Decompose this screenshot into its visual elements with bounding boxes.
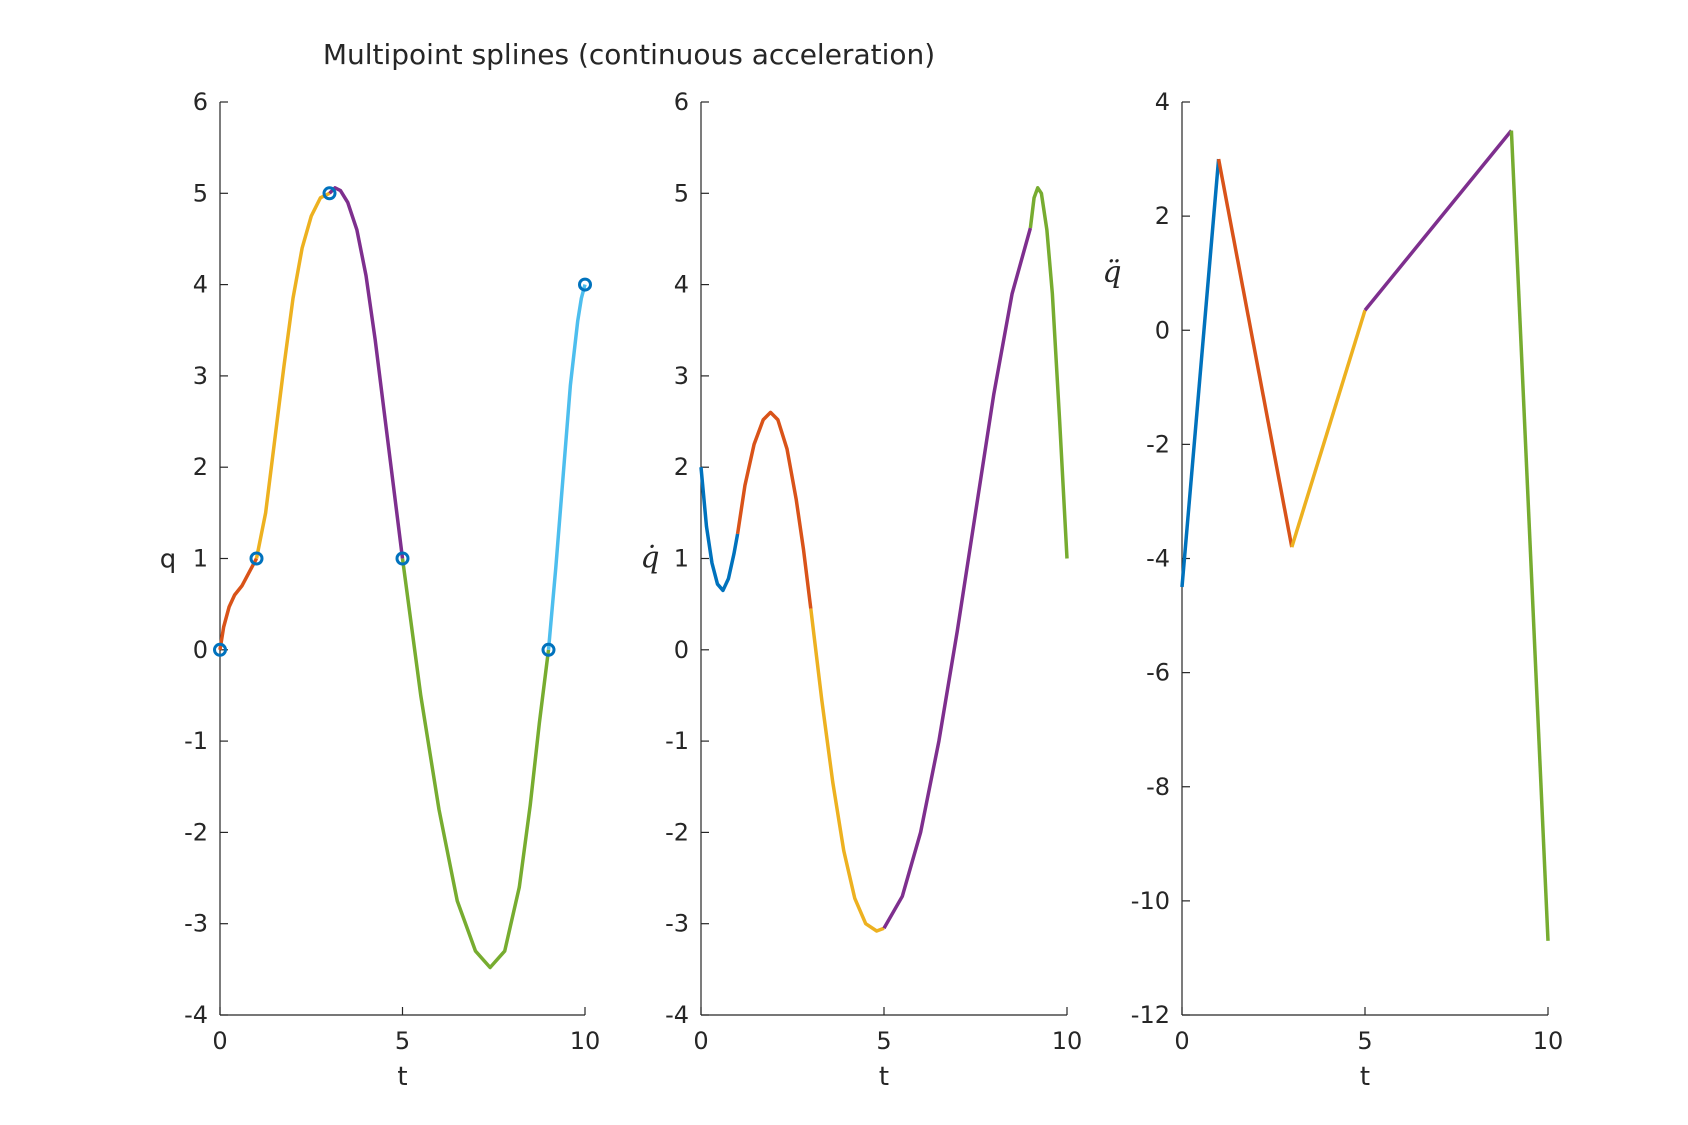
position-series-line <box>218 557 259 651</box>
subplot-acceleration: -12 -10 -8 -6 -4 -2 0 2 4 0 5 10 t q̈ <box>1102 88 1563 1092</box>
acceleration-y-tick-label: 0 <box>1155 316 1170 344</box>
velocity-x-tick-label: 10 <box>1052 1027 1083 1055</box>
velocity-x-axis-label: t <box>879 1062 889 1092</box>
velocity-series-line <box>1028 186 1069 559</box>
position-y-tick-label: 3 <box>193 362 208 390</box>
acceleration-y-tick-label: -4 <box>1146 545 1170 573</box>
subplot-velocity: -4 -3 -2 -1 0 1 2 3 4 5 6 0 5 10 t q̇ <box>640 88 1082 1092</box>
acceleration-y-tick-label: -2 <box>1146 430 1170 458</box>
position-y-tick-label: -3 <box>184 910 208 938</box>
position-series-line <box>328 186 405 559</box>
position-series-line <box>400 558 551 970</box>
velocity-series-line <box>699 467 740 593</box>
position-waypoint-marker <box>578 277 592 292</box>
position-y-tick-label: 6 <box>193 88 208 116</box>
position-y-tick-label: 4 <box>193 271 208 299</box>
position-y-tick-label: -2 <box>184 818 208 846</box>
velocity-y-tick-label: 5 <box>674 179 689 207</box>
position-x-tick-label: 10 <box>570 1027 601 1055</box>
velocity-y-tick-label: -3 <box>665 910 689 938</box>
position-x-tick-label: 5 <box>395 1027 410 1055</box>
position-series-line <box>254 191 331 559</box>
velocity-series-line <box>735 410 813 609</box>
acceleration-y-tick-label: 2 <box>1155 202 1170 230</box>
velocity-series-line <box>809 608 885 933</box>
velocity-y-tick-label: 2 <box>674 453 689 481</box>
acceleration-y-tick-label: 4 <box>1155 88 1170 116</box>
position-y-tick-label: 2 <box>193 453 208 481</box>
velocity-series-line <box>882 227 1033 930</box>
acceleration-x-tick-label: 10 <box>1533 1027 1564 1055</box>
velocity-y-tick-label: -2 <box>665 818 689 846</box>
acceleration-series-line <box>1509 130 1550 941</box>
position-waypoint-marker <box>213 642 227 657</box>
velocity-y-axis-label: q̇ <box>640 541 659 576</box>
position-y-tick-label: 5 <box>193 179 208 207</box>
velocity-y-tick-label: 6 <box>674 88 689 116</box>
position-waypoint-marker <box>249 551 264 566</box>
velocity-x-tick-label: 5 <box>876 1027 891 1055</box>
acceleration-y-tick-label: -8 <box>1146 773 1170 801</box>
acceleration-series-line <box>1290 309 1367 548</box>
position-waypoint-marker <box>541 642 556 657</box>
velocity-y-tick-label: 4 <box>674 271 689 299</box>
velocity-y-tick-label: 3 <box>674 362 689 390</box>
position-y-tick-label: 0 <box>193 636 208 664</box>
acceleration-series-line <box>1216 158 1294 548</box>
figure-title: Multipoint splines (continuous accelerat… <box>323 38 935 71</box>
position-y-axis-label: q <box>160 545 177 575</box>
acceleration-y-tick-label: -12 <box>1131 1001 1170 1029</box>
position-waypoint-marker <box>395 551 410 566</box>
position-series-line <box>546 284 587 650</box>
position-x-axis-label: t <box>397 1062 407 1092</box>
position-y-tick-label: -1 <box>184 727 208 755</box>
position-x-tick-label: 0 <box>212 1027 227 1055</box>
acceleration-series-line <box>1180 158 1221 588</box>
velocity-y-tick-label: -1 <box>665 727 689 755</box>
acceleration-y-tick-label: -10 <box>1131 887 1170 915</box>
velocity-y-tick-label: 0 <box>674 636 689 664</box>
velocity-y-tick-label: 1 <box>674 545 689 573</box>
acceleration-y-tick-label: -6 <box>1146 659 1170 687</box>
acceleration-x-axis-label: t <box>1360 1062 1370 1092</box>
velocity-x-tick-label: 0 <box>693 1027 708 1055</box>
position-y-tick-label: -4 <box>184 1001 208 1029</box>
acceleration-x-tick-label: 5 <box>1357 1027 1372 1055</box>
acceleration-series-line <box>1363 129 1513 312</box>
acceleration-y-axis-label: q̈ <box>1102 255 1121 290</box>
position-y-tick-label: 1 <box>193 545 208 573</box>
acceleration-x-tick-label: 0 <box>1174 1027 1189 1055</box>
position-waypoint-marker <box>322 186 337 201</box>
velocity-y-tick-label: -4 <box>665 1001 689 1029</box>
subplot-position: -4 -3 -2 -1 0 1 2 3 4 5 6 0 5 10 t q <box>160 88 601 1092</box>
